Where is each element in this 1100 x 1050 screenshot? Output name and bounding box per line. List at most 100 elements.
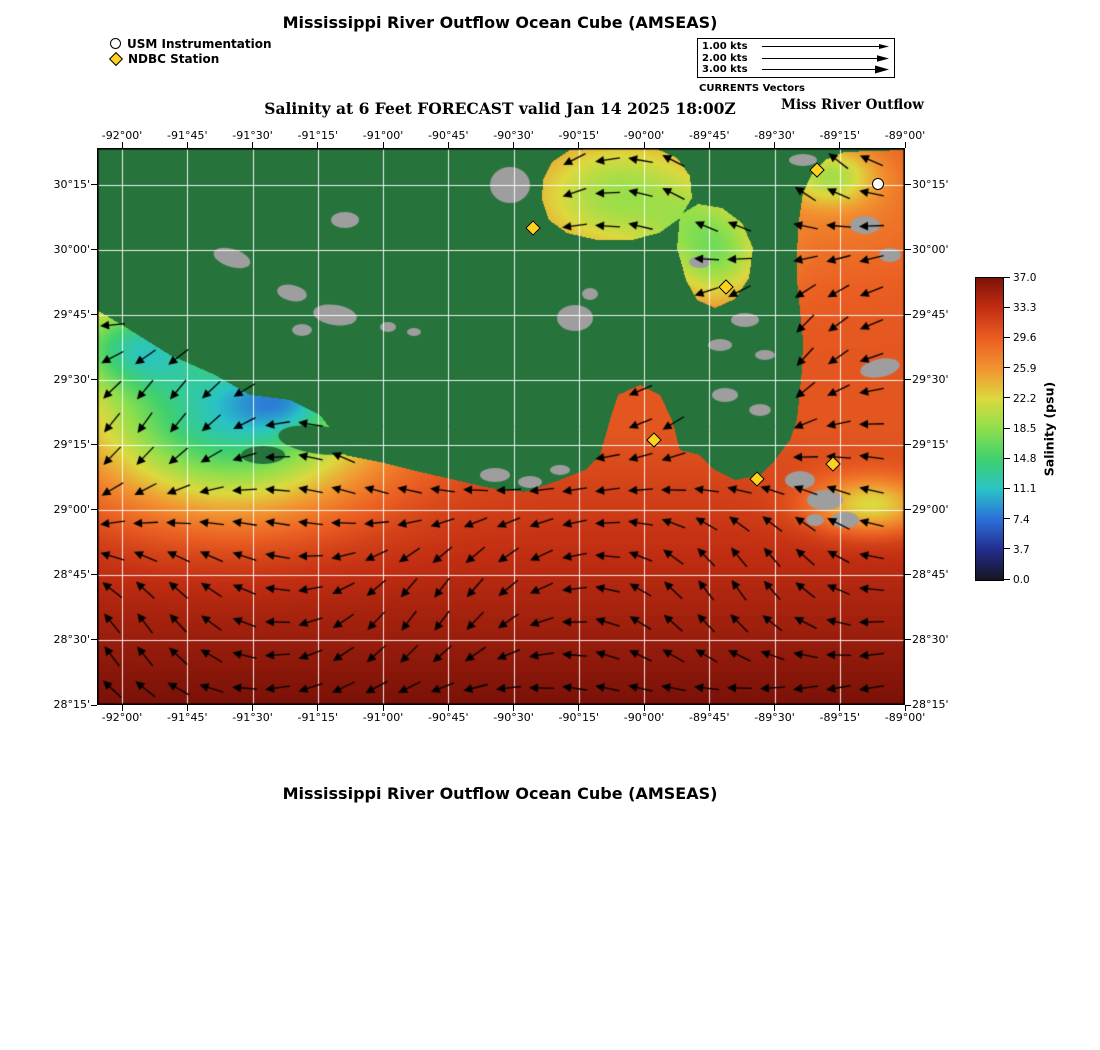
y-tick-label-left: 30°00'	[53, 242, 90, 256]
x-tick-label-top: -90°15'	[558, 129, 600, 142]
usm-circle-icon	[110, 38, 121, 49]
vector-speed-label-1kt: 1.00 kts	[702, 41, 748, 53]
colorbar-tick-label: 22.2	[1013, 392, 1037, 405]
colorbar-tick-label: 25.9	[1013, 362, 1037, 375]
vector-legend-row: 3.00 kts	[702, 64, 890, 76]
y-tick-label-left: 29°00'	[53, 502, 90, 516]
tick-mark	[774, 705, 775, 711]
tick-mark	[1004, 578, 1010, 580]
ndbc-station-marker	[809, 162, 825, 178]
tick-mark	[186, 705, 188, 711]
colorbar-tick-label: 3.7	[1013, 543, 1030, 556]
x-tick-label-bottom: -90°15'	[558, 711, 600, 724]
y-tick-label-right: 29°00'	[912, 502, 949, 516]
y-tick-label-left: 28°15'	[53, 698, 90, 711]
ndbc-station-marker	[525, 220, 541, 236]
tick-mark	[91, 249, 97, 251]
tick-mark	[905, 314, 911, 316]
x-tick-label-bottom: -90°30'	[493, 711, 534, 724]
x-tick-label-top: -91°45'	[167, 129, 208, 142]
colorbar-label: Salinity (psu)	[1041, 381, 1057, 477]
x-tick-label-top: -90°45'	[428, 129, 469, 142]
x-tick-label-bottom: -89°30'	[754, 711, 795, 724]
tick-mark	[643, 705, 645, 711]
x-tick-label-top: -89°30'	[754, 129, 795, 142]
x-tick-label-top: -90°00'	[623, 129, 665, 142]
vector-legend-row: 2.00 kts	[702, 53, 890, 65]
tick-mark	[578, 142, 580, 148]
tick-mark	[839, 705, 841, 711]
tick-mark	[382, 705, 384, 711]
y-tick-label-left: 29°15'	[53, 437, 90, 451]
ndbc-diamond-icon	[108, 51, 124, 66]
tick-mark	[905, 379, 911, 381]
tick-mark	[317, 142, 319, 148]
ndbc-legend-item: NDBC Station	[108, 51, 272, 66]
tick-mark	[578, 705, 580, 711]
tick-mark	[708, 142, 710, 148]
colorbar-tick-label: 0.0	[1013, 574, 1030, 586]
x-tick-label-top: -89°00'	[884, 129, 926, 142]
tick-mark	[91, 184, 97, 186]
y-tick-label-left: 28°30'	[53, 632, 90, 646]
colorbar-tick-label: 7.4	[1013, 513, 1030, 526]
tick-mark	[513, 705, 514, 711]
tick-mark	[91, 639, 97, 641]
y-tick-label-right: 28°30'	[912, 632, 949, 646]
usm-legend-item: USM Instrumentation	[110, 36, 272, 51]
ndbc-station-marker	[749, 471, 765, 487]
x-tick-label-bottom: -89°00'	[884, 711, 926, 724]
ndbc-legend-label: NDBC Station	[128, 51, 220, 66]
x-tick-label-top: -91°15'	[297, 129, 339, 142]
x-tick-label-bottom: -90°45'	[428, 711, 469, 724]
tick-mark	[904, 142, 906, 148]
x-tick-label-top: -90°30'	[493, 129, 534, 142]
y-tick-label-right: 29°30'	[912, 372, 949, 386]
tick-mark	[774, 142, 775, 148]
miss-river-outflow-label: Miss River Outflow	[781, 97, 924, 113]
tick-mark	[1004, 336, 1010, 338]
tick-mark	[1004, 457, 1010, 459]
vector-legend-row: 1.00 kts	[702, 41, 890, 53]
tick-mark	[1004, 427, 1010, 429]
y-tick-label-right: 28°45'	[912, 567, 949, 581]
colorbar-tick-label: 29.6	[1013, 332, 1037, 345]
x-tick-label-bottom: -89°15'	[819, 711, 861, 724]
tick-mark	[447, 705, 449, 711]
tick-mark	[447, 142, 449, 148]
x-tick-label-top: -89°15'	[819, 129, 861, 142]
y-tick-label-right: 30°00'	[912, 242, 949, 256]
tick-mark	[905, 509, 911, 511]
tick-mark	[91, 704, 97, 706]
x-tick-label-bottom: -90°00'	[623, 711, 665, 724]
x-tick-label-top: -92°00'	[101, 129, 143, 142]
colorbar-tick-label: 37.0	[1013, 272, 1037, 284]
tick-mark	[252, 705, 253, 711]
x-tick-label-bottom: -91°30'	[232, 711, 273, 724]
tick-mark	[317, 705, 319, 711]
tick-mark	[905, 639, 911, 641]
figure-title: Mississippi River Outflow Ocean Cube (AM…	[282, 13, 718, 32]
map	[97, 148, 905, 705]
vector-arrow-1kt-icon	[762, 44, 889, 50]
tick-mark	[91, 574, 97, 576]
usm-legend-label: USM Instrumentation	[127, 36, 272, 51]
tick-mark	[252, 142, 253, 148]
ndbc-station-marker	[646, 432, 662, 448]
y-tick-label-left: 29°45'	[53, 307, 90, 321]
tick-mark	[1004, 548, 1010, 550]
colorbar-tick-label: 14.8	[1013, 453, 1037, 466]
station-markers-layer	[97, 148, 905, 705]
tick-mark	[382, 142, 384, 148]
tick-mark	[1004, 518, 1010, 520]
ndbc-station-marker	[718, 279, 734, 295]
x-tick-label-bottom: -89°45'	[689, 711, 730, 724]
x-tick-label-top: -91°30'	[232, 129, 273, 142]
forecast-subtitle: Salinity at 6 Feet FORECAST valid Jan 14…	[264, 99, 736, 118]
currents-vectors-caption: CURRENTS Vectors	[699, 83, 806, 94]
usm-instrumentation-marker	[872, 177, 885, 190]
tick-mark	[839, 142, 841, 148]
tick-mark	[1004, 367, 1010, 369]
tick-mark	[121, 705, 123, 711]
